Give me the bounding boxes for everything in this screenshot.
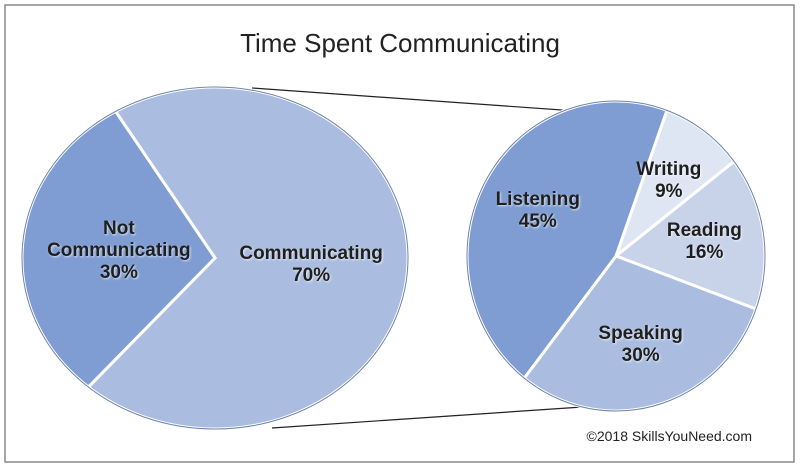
category-label: Listening (495, 188, 581, 210)
value-label: 45% (518, 210, 557, 232)
pie-outline (21, 86, 409, 430)
category-label: Speaking (598, 323, 683, 345)
slice-label: Speaking 30% (566, 323, 716, 367)
slice-label: Reading 16% (629, 220, 779, 264)
category-label: Not Communicating (47, 217, 191, 261)
chart-title: Time Spent Communicating (240, 28, 560, 58)
slice-label: Not Communicating 30% (44, 218, 194, 284)
pie-outline (466, 100, 766, 412)
connector (271, 404, 613, 429)
slice-label: Listening 45% (463, 189, 613, 233)
value-label: 9% (655, 180, 683, 202)
credit: ©2018 SkillsYouNeed.com (586, 428, 752, 444)
category-label: Writing (636, 158, 702, 180)
value-label: 30% (99, 261, 138, 283)
category-label: Reading (666, 219, 742, 241)
value-label: 16% (685, 241, 724, 263)
connector (251, 87, 591, 113)
slice-label: Writing 9% (594, 159, 744, 203)
value-label: 30% (621, 345, 660, 367)
slice-label: Communicating 70% (236, 243, 386, 287)
category-label: Communicating (239, 243, 383, 265)
value-label: 70% (292, 265, 331, 287)
